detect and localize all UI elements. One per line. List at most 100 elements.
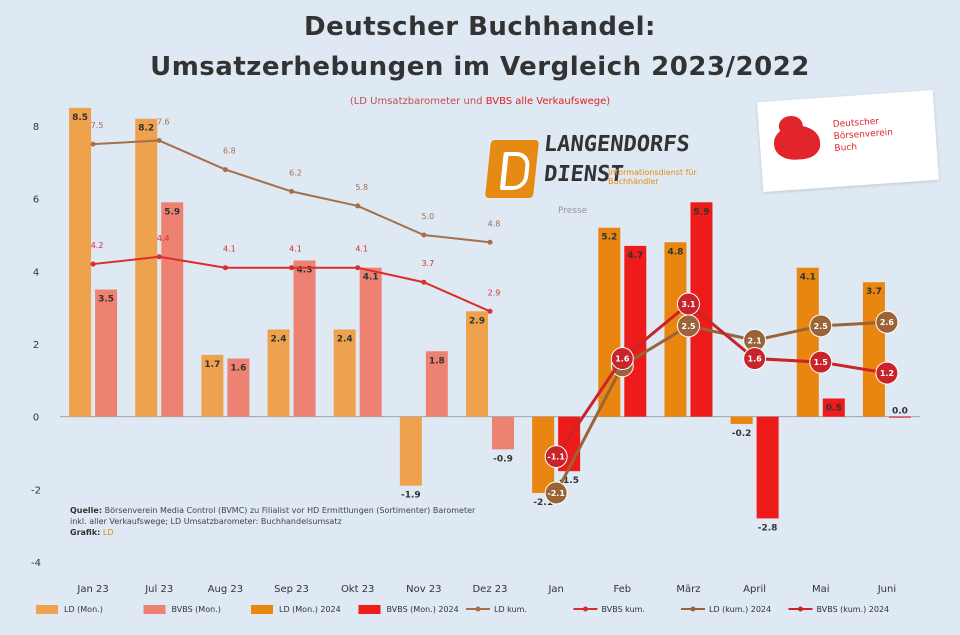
legend-marker bbox=[690, 606, 696, 612]
line-point-label: 1.2 bbox=[880, 369, 894, 378]
bar bbox=[690, 202, 713, 417]
langendorfs-dienst-logo: LANGENDORFS DIENST Informationsdienst fü… bbox=[484, 122, 708, 222]
bar-label: 1.7 bbox=[204, 360, 220, 370]
line-point-label: 1.6 bbox=[615, 355, 630, 364]
grafik-label: Grafik: bbox=[70, 528, 101, 537]
bar-label: 5.9 bbox=[164, 207, 180, 217]
line-marker bbox=[544, 481, 568, 505]
line-marker bbox=[610, 347, 634, 371]
source-label: Quelle: bbox=[70, 506, 103, 515]
legend-swatch bbox=[143, 605, 166, 614]
legend-label: LD (Mon.) bbox=[64, 605, 103, 614]
subtitle-und: und bbox=[460, 96, 486, 107]
x-tick-label: Mai bbox=[812, 584, 830, 595]
bar-label: -0.9 bbox=[493, 454, 513, 464]
bar-label: -0.2 bbox=[732, 429, 752, 439]
legend-swatch bbox=[358, 605, 381, 614]
bar-label: 4.1 bbox=[800, 273, 816, 283]
legend-label: BVBS (kum.) 2024 bbox=[817, 605, 890, 614]
ld-logo-tagline: Informationsdienst für Buchhändler bbox=[608, 168, 697, 186]
line-marker bbox=[289, 188, 295, 194]
line-point-label: 7.5 bbox=[91, 121, 104, 130]
line-point-label: 2.9 bbox=[488, 288, 501, 297]
bar-label: -2.8 bbox=[758, 523, 778, 533]
bar-label: 4.1 bbox=[363, 273, 379, 283]
line-marker bbox=[156, 254, 162, 260]
x-tick-label: Nov 23 bbox=[406, 584, 441, 595]
x-tick-label: Feb bbox=[613, 584, 631, 595]
bar-label: 4.3 bbox=[297, 265, 313, 275]
grafik-value: LD bbox=[102, 528, 114, 537]
line-marker bbox=[222, 167, 228, 173]
x-tick-label: Juni bbox=[877, 584, 896, 595]
x-tick-label: Dez 23 bbox=[472, 584, 507, 595]
bar bbox=[730, 416, 753, 424]
y-tick-label: -4 bbox=[31, 558, 41, 569]
bar bbox=[293, 260, 316, 417]
line-point-label: 1.6 bbox=[748, 355, 763, 364]
line-marker bbox=[809, 350, 833, 374]
line-marker bbox=[355, 203, 361, 209]
legend-marker bbox=[583, 606, 588, 612]
bar-label: 1.6 bbox=[230, 364, 246, 374]
bar bbox=[862, 282, 885, 417]
x-tick-label: Jan bbox=[547, 584, 563, 595]
line-point-label: 5.0 bbox=[421, 212, 434, 221]
bar-label: 5.9 bbox=[693, 207, 709, 217]
line-point-label: 7.6 bbox=[157, 118, 170, 127]
line-marker bbox=[875, 310, 899, 334]
x-tick-label: Sep 23 bbox=[274, 584, 309, 595]
line-marker bbox=[289, 265, 295, 271]
bar bbox=[756, 416, 779, 519]
source-note: Quelle: Börsenverein Media Control (BVMC… bbox=[70, 505, 490, 538]
bar bbox=[466, 311, 488, 417]
legend-label: BVBS kum. bbox=[602, 605, 645, 614]
line-marker bbox=[355, 265, 361, 271]
source-text: Börsenverein Media Control (BVMC) zu Fil… bbox=[70, 506, 476, 526]
line-point-label: 3.7 bbox=[421, 259, 434, 268]
bar bbox=[532, 416, 555, 493]
bar-label: 3.7 bbox=[866, 287, 882, 297]
legend-marker bbox=[475, 606, 481, 612]
bar-label: 1.8 bbox=[429, 356, 445, 366]
bar-label: 4.7 bbox=[627, 251, 643, 261]
bar bbox=[333, 329, 356, 417]
line-point-label: 4.4 bbox=[157, 234, 170, 243]
line-marker bbox=[676, 292, 700, 316]
x-tick-label: April bbox=[743, 584, 766, 595]
bar-label: 5.2 bbox=[601, 233, 617, 243]
line-marker bbox=[487, 308, 493, 314]
bar bbox=[359, 267, 382, 417]
line-point-label: 5.8 bbox=[355, 183, 368, 192]
legend-label: LD (Mon.) 2024 bbox=[279, 605, 341, 614]
y-tick-label: 6 bbox=[33, 195, 39, 206]
line-point-label: 4.2 bbox=[91, 241, 104, 250]
bar bbox=[888, 416, 911, 418]
line-marker bbox=[90, 141, 96, 147]
line-marker bbox=[421, 279, 427, 285]
legend-label: LD (kum.) 2024 bbox=[709, 605, 771, 614]
line-marker bbox=[743, 347, 767, 371]
bar bbox=[201, 354, 224, 417]
bar bbox=[492, 416, 514, 450]
ld-logo-small: Presse bbox=[558, 206, 588, 216]
bar bbox=[161, 202, 184, 417]
line-point-label: 4.1 bbox=[289, 245, 302, 254]
line-marker bbox=[156, 138, 162, 144]
subtitle-bvbs: BVBS alle Verkaufswege) bbox=[485, 96, 611, 107]
bar-label: 2.4 bbox=[337, 334, 353, 344]
bar bbox=[664, 242, 687, 417]
bar bbox=[624, 245, 647, 417]
x-tick-label: März bbox=[676, 584, 700, 595]
x-tick-label: Jul 23 bbox=[144, 584, 173, 595]
y-tick-label: 4 bbox=[33, 267, 39, 278]
bar-label: 4.8 bbox=[667, 247, 683, 257]
chart-subtitle: (LD Umsatzbarometer und BVBS alle Verkau… bbox=[0, 96, 960, 107]
line-marker bbox=[544, 445, 568, 469]
line-marker bbox=[487, 239, 493, 245]
bar bbox=[135, 118, 158, 417]
bar bbox=[267, 329, 290, 417]
bar-label: 3.5 bbox=[98, 295, 114, 305]
line-marker bbox=[421, 232, 427, 238]
